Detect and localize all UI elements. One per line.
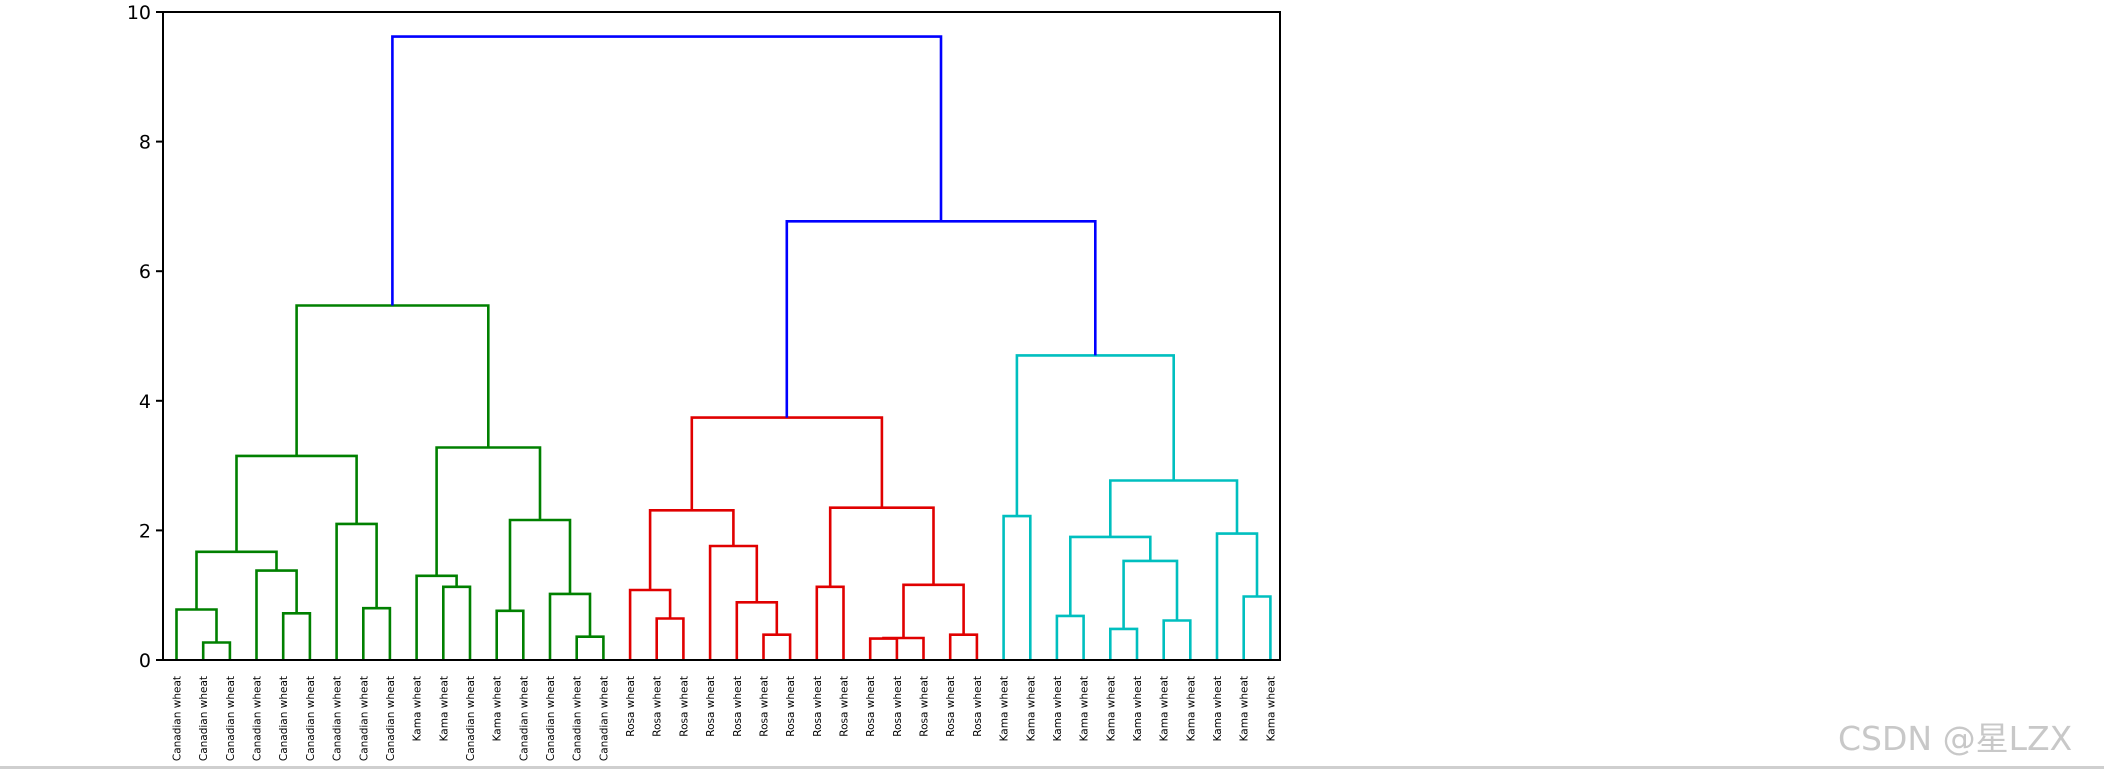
dendrogram-link [690, 416, 884, 511]
dendrogram-link [882, 636, 925, 660]
dendrogram-link [1109, 479, 1239, 537]
dendrogram-link [175, 608, 218, 660]
dendrogram-link [195, 550, 278, 610]
dendrogram-link [1122, 559, 1179, 629]
dendrogram-link [1242, 595, 1272, 660]
leaf-label: Rosa wheat [839, 676, 851, 737]
dendrogram-link [415, 574, 458, 660]
leaf-label: Rosa wheat [919, 676, 931, 737]
leaf-label: Kama wheat [1159, 676, 1171, 741]
leaf-label: Rosa wheat [812, 676, 824, 737]
leaf-label: Canadian wheat [252, 676, 264, 761]
leaf-label: Kama wheat [1212, 676, 1224, 741]
leaf-label: Kama wheat [1185, 676, 1197, 741]
y-axis: 0 2 4 6 8 10 [127, 2, 163, 672]
leaf-label: Rosa wheat [785, 676, 797, 737]
leaf-label: Kama wheat [1132, 676, 1144, 741]
leaf-label: Kama wheat [1239, 676, 1251, 741]
dendrogram-link [948, 633, 979, 660]
dendrogram-link [391, 35, 943, 306]
dendrogram-link [295, 304, 490, 456]
leaf-label: Kama wheat [1105, 676, 1117, 741]
leaf-label: Rosa wheat [865, 676, 877, 737]
dendrogram-link [902, 583, 965, 638]
dendrogram-link [575, 635, 605, 660]
y-tick-label: 0 [139, 650, 151, 672]
dendrogram-link [735, 600, 779, 660]
leaf-label: Kama wheat [1265, 676, 1277, 741]
dendrogram-link [1002, 514, 1032, 660]
leaf-label: Canadian wheat [305, 676, 317, 761]
leaf-label: Rosa wheat [972, 676, 984, 737]
dendrogram-links [175, 35, 1272, 660]
dendrogram-link [762, 633, 792, 660]
leaf-label: Kama wheat [492, 676, 504, 741]
leaf-label: Canadian wheat [278, 676, 290, 761]
dendrogram-link [281, 611, 312, 660]
dendrogram-link [495, 609, 525, 660]
dendrogram-link [828, 506, 935, 587]
csdn-watermark: CSDN @星LZX [1838, 719, 2073, 758]
y-tick-label: 4 [139, 391, 151, 413]
leaf-label: Kama wheat [999, 676, 1011, 741]
dendrogram-link [868, 637, 899, 660]
leaf-label: Canadian wheat [598, 676, 610, 761]
leaf-label: Kama wheat [438, 676, 450, 741]
leaf-label: Rosa wheat [892, 676, 904, 737]
leaf-label: Rosa wheat [758, 676, 770, 737]
leaf-label: Canadian wheat [358, 676, 370, 761]
leaf-label: Kama wheat [412, 676, 424, 741]
bottom-divider [0, 766, 2104, 769]
dendrogram-link [335, 522, 378, 660]
leaf-label: Canadian wheat [545, 676, 557, 761]
dendrogram-link [785, 220, 1097, 418]
dendrogram-link [655, 617, 685, 660]
dendrogram-link [255, 569, 298, 660]
dendrogram-link [648, 508, 735, 590]
y-tick-label: 8 [139, 132, 151, 154]
dendrogram-link [815, 585, 845, 660]
dendrogram-link [1015, 354, 1175, 517]
x-axis-leaf-labels: Canadian wheat Canadian wheat Canadian whe… [172, 676, 1278, 761]
dendrogram-link [235, 454, 358, 552]
leaf-label: Canadian wheat [465, 676, 477, 761]
dendrogram-link [201, 641, 232, 660]
y-tick-label: 2 [139, 520, 151, 542]
dendrogram-link [361, 606, 392, 660]
dendrogram-link [441, 585, 472, 660]
dendrogram-link [1069, 535, 1152, 616]
dendrogram-link [1162, 619, 1192, 660]
y-tick-label: 6 [139, 261, 151, 283]
leaf-label: Canadian wheat [385, 676, 397, 761]
dendrogram-link [1055, 614, 1085, 660]
leaf-label: Rosa wheat [625, 676, 637, 737]
leaf-label: Rosa wheat [945, 676, 957, 737]
leaf-label: Canadian wheat [172, 676, 184, 761]
leaf-label: Canadian wheat [572, 676, 584, 761]
leaf-label: Rosa wheat [652, 676, 664, 737]
leaf-label: Kama wheat [1025, 676, 1037, 741]
dendrogram-link [508, 518, 572, 611]
dendrogram-link [628, 588, 672, 660]
dendrogram-link [435, 446, 542, 576]
leaf-label: Rosa wheat [705, 676, 717, 737]
leaf-label: Canadian wheat [518, 676, 530, 761]
leaf-label: Rosa wheat [732, 676, 744, 737]
leaf-label: Rosa wheat [678, 676, 690, 737]
leaf-label: Canadian wheat [225, 676, 237, 761]
leaf-label: Kama wheat [1079, 676, 1091, 741]
leaf-label: Kama wheat [1052, 676, 1064, 741]
leaf-label: Canadian wheat [198, 676, 210, 761]
dendrogram-link [548, 592, 592, 660]
y-tick-label: 10 [127, 2, 151, 24]
dendrogram-link [1109, 627, 1139, 660]
plot-frame [162, 11, 1281, 661]
leaf-label: Canadian wheat [332, 676, 344, 761]
